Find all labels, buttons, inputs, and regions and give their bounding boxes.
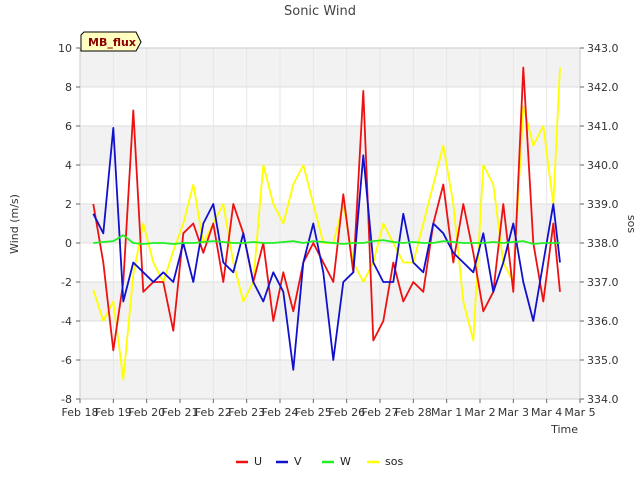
left-tick-label: 2 [65, 198, 72, 211]
right-tick-label: 334.0 [587, 393, 619, 406]
band [80, 126, 580, 165]
series-line-u [92, 66, 561, 352]
right-tick-label: 337.0 [587, 276, 619, 289]
badge-label: MB_flux [88, 36, 136, 49]
left-tick-label: 0 [65, 237, 72, 250]
x-tick-label: Mar 5 [564, 406, 595, 419]
series-line-w [93, 234, 560, 245]
right-tick-label: 338.0 [587, 237, 619, 250]
x-tick-label: Feb 27 [362, 406, 399, 419]
left-axis-ticks: -8 -6 -4 -2 0 2 4 6 8 10 [58, 42, 80, 406]
x-axis-label: Time [550, 423, 578, 436]
legend-label: sos [385, 455, 403, 468]
left-tick-label: -6 [61, 354, 72, 367]
left-tick-label: 10 [58, 42, 72, 55]
x-tick-label: Feb 24 [262, 406, 299, 419]
legend-label: V [294, 455, 302, 468]
chart-title: Sonic Wind [284, 4, 356, 19]
legend-item-u: U [236, 455, 262, 468]
badge-box [80, 31, 142, 52]
legend-label: W [340, 455, 351, 468]
band [80, 282, 580, 321]
left-tick-label: 8 [65, 81, 72, 94]
band [80, 360, 580, 399]
legend-label: U [254, 455, 262, 468]
right-tick-label: 341.0 [587, 120, 619, 133]
x-tick-label: Feb 19 [95, 406, 132, 419]
x-tick-label: Feb 28 [395, 406, 432, 419]
band [80, 48, 580, 87]
legend-item-v: V [276, 455, 302, 468]
y-axis-label: Wind (m/s) [8, 194, 21, 254]
x-tick-label: Mar 4 [531, 406, 562, 419]
plot-frame [79, 47, 581, 400]
right-axis-ticks: 334.0 335.0 336.0 337.0 338.0 339.0 340.0 341.0… [580, 42, 619, 406]
legend-item-w: W [322, 455, 351, 468]
right-tick-label: 336.0 [587, 315, 619, 328]
x-tick-label: Feb 20 [128, 406, 165, 419]
left-tick-label: -2 [61, 276, 72, 289]
left-tick-label: 4 [65, 159, 72, 172]
right-tick-label: 342.0 [587, 81, 619, 94]
x-tick-label: Feb 22 [195, 406, 232, 419]
x-tick-label: Feb 25 [295, 406, 332, 419]
x-tick-label: Feb 26 [328, 406, 365, 419]
y2-axis-label: sos [625, 215, 638, 233]
x-tick-label: Feb 23 [228, 406, 265, 419]
mb-flux-badge: MB_flux [80, 31, 142, 52]
left-tick-label: -4 [61, 315, 72, 328]
x-tick-label: Mar 2 [464, 406, 495, 419]
left-tick-label: 6 [65, 120, 72, 133]
x-tick-label: Mar 1 [431, 406, 462, 419]
x-tick-label: Feb 21 [162, 406, 199, 419]
x-tick-label: Mar 3 [498, 406, 529, 419]
legend-item-sos: sos [367, 455, 403, 468]
plot-background-bands [80, 48, 580, 399]
right-tick-label: 340.0 [587, 159, 619, 172]
left-tick-label: -8 [61, 393, 72, 406]
right-tick-label: 343.0 [587, 42, 619, 55]
right-tick-label: 335.0 [587, 354, 619, 367]
x-tick-label: Feb 18 [62, 406, 99, 419]
series-layer [92, 66, 561, 381]
right-tick-label: 339.0 [587, 198, 619, 211]
